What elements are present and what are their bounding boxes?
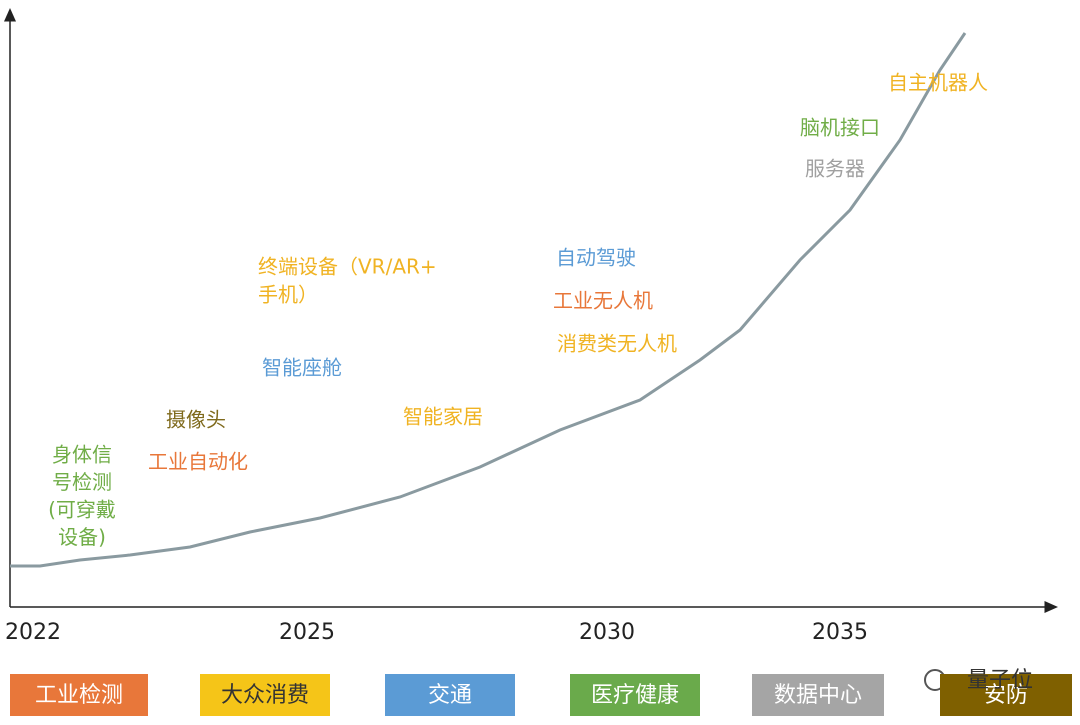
app-label: 智能座舱 [262, 356, 342, 380]
app-label: 服务器 [805, 157, 865, 181]
app-label: (可穿戴 [48, 498, 116, 522]
legend-label: 医疗健康 [591, 683, 679, 708]
app-label: 工业无人机 [553, 289, 653, 313]
legend-swatch [570, 674, 700, 716]
x-tick-label: 2030 [579, 620, 635, 645]
growth-curve [10, 32, 967, 568]
legend-label: 大众消费 [221, 683, 309, 708]
x-tick-label: 2022 [5, 620, 61, 645]
app-label: 摄像头 [166, 408, 226, 432]
legend-swatch [200, 674, 330, 716]
watermark-text: 量子位 [967, 668, 1033, 693]
legend-label: 工业检测 [35, 683, 123, 708]
legend-swatch [10, 674, 148, 716]
x-tick-label: 2025 [279, 620, 335, 645]
app-label: 工业自动化 [148, 450, 248, 474]
legend-label: 数据中心 [774, 683, 862, 708]
app-label: 手机） [258, 283, 318, 307]
legend-label: 交通 [428, 683, 472, 708]
app-label: 自动驾驶 [556, 246, 636, 270]
app-label: 终端设备（VR/AR+ [258, 255, 437, 279]
app-label: 智能家居 [403, 405, 483, 429]
app-label: 消费类无人机 [557, 332, 677, 356]
x-tick-label: 2035 [812, 620, 868, 645]
app-label: 号检测 [52, 470, 112, 494]
app-label: 设备) [58, 525, 106, 549]
legend-label: 安防 [984, 683, 1028, 708]
legend-swatch [385, 674, 515, 716]
app-label: 自主机器人 [888, 71, 988, 95]
legend-swatch [940, 674, 1072, 716]
app-label: 脑机接口 [800, 116, 880, 140]
app-label: 身体信 [52, 443, 112, 467]
legend-swatch [752, 674, 884, 716]
